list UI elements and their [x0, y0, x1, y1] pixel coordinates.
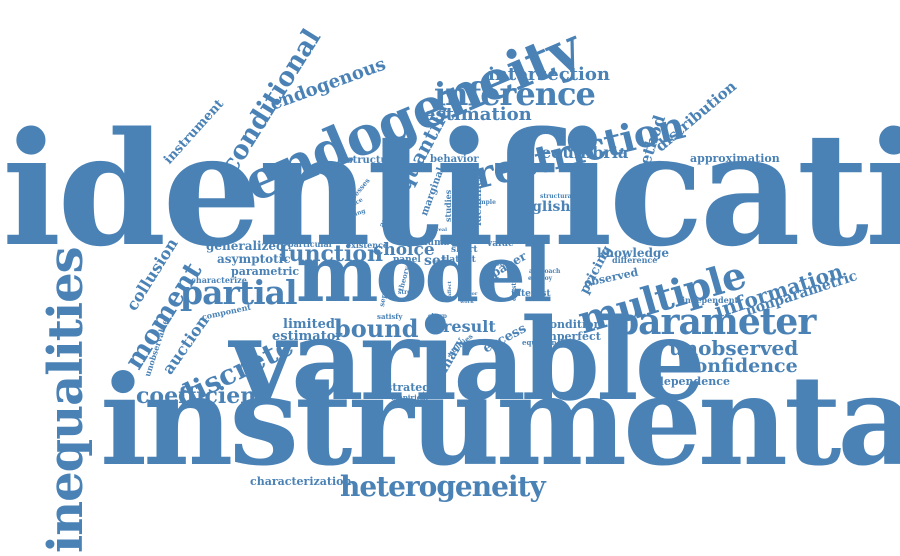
word-studies: studies — [443, 189, 453, 222]
word-parameter: parameter — [614, 301, 816, 343]
word-short: short — [451, 245, 478, 255]
word-choice: choice — [373, 240, 435, 260]
word-confidence: confidence — [683, 355, 798, 377]
word-existence: existence — [346, 240, 388, 250]
word-imperfect: imperfect — [541, 330, 601, 343]
word-sharp: sharp — [428, 313, 447, 320]
word-bound: bound — [334, 314, 419, 343]
word-value: value — [487, 239, 514, 249]
word-english: english — [513, 199, 571, 215]
word-strong: strong — [398, 289, 420, 296]
word-characterize: characterize — [191, 275, 247, 285]
word-approximation: approximation — [690, 152, 780, 165]
word-control: control — [394, 239, 419, 246]
word-variable: variable — [230, 295, 706, 426]
word-result: result — [443, 317, 496, 336]
word-work: work — [460, 299, 474, 305]
word-latent: latent — [446, 255, 476, 265]
word-panel: panel — [393, 255, 421, 265]
word-knowledge: knowledge — [597, 246, 669, 260]
word-identification: identification — [2, 98, 900, 281]
word-equation: equation — [522, 338, 557, 347]
word-vector: vector — [460, 291, 478, 297]
word-estimator: estimator — [272, 329, 343, 344]
word-partial: partial — [180, 273, 298, 312]
word-reveal: reveal — [430, 227, 448, 233]
word-limited: limited — [283, 317, 335, 332]
word-empirical: empirical — [391, 393, 429, 402]
word-inequalities: inequalities — [38, 247, 94, 553]
word-number: number — [421, 238, 461, 248]
word-satisfy: satisfy — [377, 312, 403, 321]
word-particular: particular — [288, 239, 333, 249]
word-model: model — [296, 229, 552, 320]
word-inference: inference — [434, 75, 596, 113]
word-asymptotic: asymptotic — [217, 252, 291, 266]
word-strategic: strategic — [386, 381, 441, 394]
word-generalized: generalized — [206, 239, 285, 253]
word-sample: sample — [472, 199, 496, 206]
word-game: game — [515, 235, 531, 241]
word-estimation: estimation — [424, 104, 532, 125]
word-behavior: behavior — [430, 154, 479, 165]
word-difference: difference — [612, 255, 658, 265]
word-approach: approach — [529, 268, 561, 275]
word-construct: construct — [511, 268, 518, 301]
word-intersection: intersection — [488, 64, 610, 85]
word-structural: structural — [540, 193, 574, 200]
word-condition: condition — [543, 318, 602, 331]
word-characterization: characterization — [250, 475, 352, 488]
word-independent: independent — [682, 295, 739, 305]
word-test: test — [494, 262, 505, 268]
word-equilibria: equilibria — [541, 143, 629, 162]
word-employ: employ — [528, 275, 553, 282]
word-function: function — [279, 241, 384, 267]
word-unobserved: unobserved — [669, 336, 799, 360]
word-coefficient: coefficient — [136, 383, 267, 409]
word-heterogeneity: heterogeneity — [340, 470, 546, 503]
word-structure: structure — [347, 155, 400, 166]
word-parametric: parametric — [231, 265, 300, 278]
word-affect: affect — [447, 281, 453, 297]
word-set: set — [424, 253, 448, 269]
word-independence: independence — [644, 375, 730, 388]
word-instrumental: instrumental — [100, 349, 900, 494]
word-interest: interest — [511, 289, 551, 299]
